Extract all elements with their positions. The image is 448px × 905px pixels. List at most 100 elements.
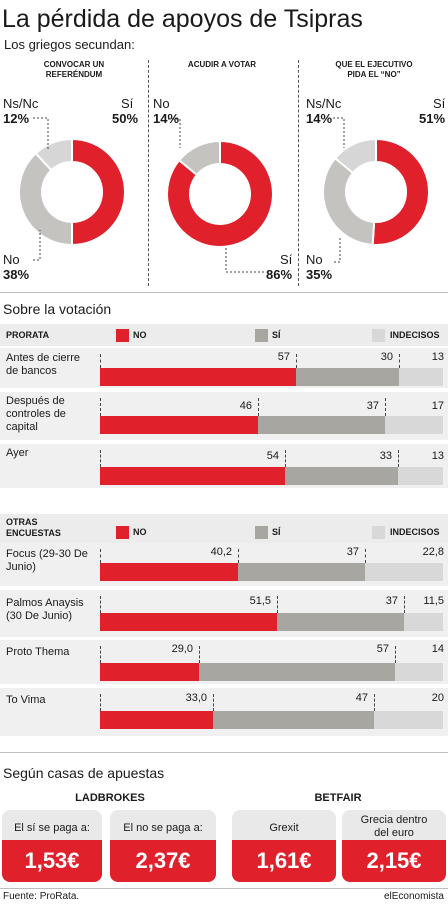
tick-line — [100, 354, 101, 368]
tick-line — [213, 694, 214, 711]
tick-line — [395, 646, 396, 663]
otras-header: OTRAS ENCUESTAS NO SÍ INDECISOS — [0, 514, 448, 546]
value-label-si: 47 — [355, 692, 368, 704]
donut-chart-votar — [166, 139, 274, 248]
tick-line — [258, 398, 259, 416]
row-label: Antes de cierre de bancos — [6, 352, 80, 377]
pie-slice-s — [371, 137, 430, 246]
section-title-apuestas: Según casas de apuestas — [3, 765, 165, 781]
legend-swatch-indecisos — [372, 526, 385, 539]
odds-card: El sí se paga a: 1,53€ — [2, 810, 102, 882]
value-label-indecisos: 22,8 — [422, 546, 444, 558]
pie-label-no: No — [3, 252, 20, 267]
pie-slice-s — [166, 139, 274, 248]
pie-value-nsnc: 14% — [306, 111, 333, 126]
bar-segment-si — [213, 711, 374, 729]
bar-segment-indecisos — [398, 467, 443, 485]
brand-logo: elEconomista — [383, 891, 444, 902]
odds-card: Grecia dentro del euro 2,15€ — [342, 810, 446, 882]
leader-lines — [33, 117, 345, 273]
odds-card-value: 2,15€ — [342, 840, 446, 882]
legend-swatch-indecisos — [372, 329, 385, 342]
value-label-si: 33 — [379, 450, 392, 462]
row-label: Proto Thema — [6, 646, 70, 658]
section-divider — [0, 292, 448, 293]
value-label-no: 57 — [277, 351, 290, 363]
value-label-no: 51,5 — [249, 595, 271, 607]
bar-segment-indecisos — [385, 416, 443, 434]
odds-card-label: El sí se paga a: — [14, 822, 90, 834]
bar-segment-si — [277, 613, 404, 631]
pie-slice-s — [71, 137, 126, 247]
value-label-no: 33,0 — [185, 692, 207, 704]
odds-card-label: Grecia dentro del euro — [360, 814, 428, 839]
bar-segment-no — [100, 613, 277, 631]
value-label-no: 46 — [239, 400, 252, 412]
pie-slice-no — [322, 156, 376, 246]
legend-label-no: NO — [133, 330, 147, 340]
odds-card-value: 1,61€ — [232, 840, 336, 882]
legend-label-no: NO — [133, 527, 147, 537]
section-title-votacion: Sobre la votación — [3, 301, 112, 317]
pie-label-si: Sí — [433, 96, 446, 111]
donut-chart-ejecutivo — [322, 137, 430, 246]
pie-title-referendum: CONVOCAR UN REFERÉNDUM — [43, 60, 105, 79]
tick-line — [285, 450, 286, 467]
value-label-si: 57 — [376, 643, 389, 655]
value-label-si: 37 — [346, 546, 359, 558]
otras-header-label: OTRAS ENCUESTAS — [6, 517, 61, 538]
value-label-si: 37 — [366, 400, 379, 412]
legend-label-si: SÍ — [272, 330, 281, 340]
tick-line — [238, 549, 239, 563]
row-label: Después de controles de capital — [6, 395, 66, 433]
value-label-no: 54 — [266, 450, 279, 462]
bar-segment-si — [258, 416, 385, 434]
tick-line — [296, 354, 297, 368]
pie-value-no: 35% — [306, 267, 333, 282]
value-label-indecisos: 13 — [431, 351, 444, 363]
pie-title-ejecutivo: QUE EL EJECUTIVO PIDA EL “NO” — [335, 60, 413, 79]
page-title: La pérdida de apoyos de Tsipras — [2, 5, 363, 33]
pie-label-si: Sí — [280, 252, 293, 267]
page-subtitle: Los griegos secundan: — [4, 37, 135, 52]
pie-value-si: 86% — [266, 267, 293, 282]
betfair-title: BETFAIR — [314, 792, 362, 804]
odds-card-label: El no se paga a: — [123, 822, 203, 834]
bar-segment-no — [100, 368, 296, 386]
pie-value-nsnc: 12% — [3, 111, 30, 126]
row-label: Ayer — [6, 447, 29, 459]
legend-swatch-si — [255, 329, 268, 342]
pie-value-no: 14% — [153, 111, 180, 126]
row-label: To Vima — [6, 694, 46, 706]
donut-chart-referendum — [18, 137, 126, 247]
bar-segment-indecisos — [374, 711, 443, 729]
tick-line — [404, 596, 405, 613]
tick-line — [100, 596, 101, 613]
pie-label-no: No — [153, 96, 170, 111]
pie-slice-no — [18, 151, 73, 247]
tick-line — [100, 694, 101, 711]
pie-title-votar: ACUDIR A VOTAR — [187, 60, 257, 69]
tick-line — [365, 549, 366, 563]
legend-label-indecisos: INDECISOS — [390, 330, 440, 340]
bar-segment-indecisos — [365, 563, 443, 581]
section-divider — [0, 752, 448, 753]
legend-swatch-no — [116, 526, 129, 539]
pie-value-no: 38% — [3, 267, 30, 282]
pie-slice-no — [177, 139, 221, 177]
tick-line — [199, 646, 200, 663]
bar-segment-no — [100, 563, 238, 581]
legend-label-indecisos: INDECISOS — [390, 527, 440, 537]
bar-segment-indecisos — [399, 368, 443, 386]
tick-line — [100, 450, 101, 467]
value-label-no: 40,2 — [210, 546, 232, 558]
pie-label-nsnc: Ns/Nc — [3, 96, 39, 111]
value-label-indecisos: 13 — [431, 450, 444, 462]
pie-separator — [148, 60, 149, 286]
pie-label-si: Sí — [121, 96, 134, 111]
tick-line — [385, 398, 386, 416]
value-label-indecisos: 11,5 — [423, 595, 444, 607]
bar-segment-no — [100, 416, 258, 434]
tick-line — [277, 596, 278, 613]
tick-line — [100, 549, 101, 563]
